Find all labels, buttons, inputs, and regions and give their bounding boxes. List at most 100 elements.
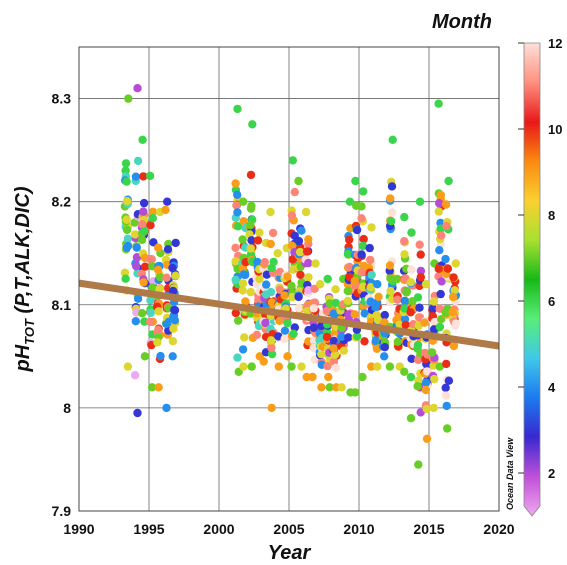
ocean-data-view-watermark: Ocean Data View [505, 437, 515, 510]
data-point [154, 307, 163, 316]
data-point [441, 200, 451, 209]
data-point [153, 265, 163, 274]
data-point [436, 190, 446, 200]
data-point [329, 336, 339, 346]
data-point [133, 84, 142, 93]
data-point [402, 288, 411, 297]
data-point [400, 250, 409, 259]
x-tick-label: 1990 [63, 521, 94, 537]
data-point [437, 277, 446, 286]
data-point [386, 286, 395, 296]
data-point [422, 434, 432, 443]
data-point [337, 383, 346, 392]
y-axis-title-rest: (P,T,ALK,DIC) [12, 186, 34, 319]
data-point [357, 250, 366, 259]
y-axis-title-main: pH [12, 344, 34, 372]
x-tick-label: 2005 [273, 521, 304, 537]
data-point [413, 340, 423, 350]
data-point [148, 214, 157, 223]
data-point [267, 403, 276, 413]
data-point [280, 291, 289, 300]
y-tick-label: 8 [63, 400, 71, 416]
data-point [154, 383, 163, 392]
data-point [331, 363, 340, 372]
data-point [252, 330, 262, 339]
data-point [301, 207, 311, 217]
colorbar-tick-labels: 2 4 6 8 10 12 [518, 36, 562, 481]
data-point [401, 320, 410, 329]
data-point [386, 194, 395, 203]
data-point [246, 170, 256, 180]
data-point [267, 343, 276, 353]
data-point [266, 239, 275, 249]
data-point [287, 241, 297, 250]
data-point [441, 391, 451, 400]
data-point [359, 234, 368, 244]
data-point [146, 254, 155, 264]
data-point [233, 190, 242, 199]
data-point [435, 362, 444, 371]
data-point [345, 235, 354, 244]
data-point [415, 240, 424, 249]
y-tick-label: 8.3 [52, 91, 72, 107]
data-point [420, 318, 429, 327]
data-point [434, 264, 443, 273]
data-point [358, 241, 368, 251]
data-point [297, 362, 306, 371]
data-point [311, 259, 320, 268]
data-point [161, 205, 170, 215]
data-point [413, 293, 423, 302]
data-point [448, 292, 458, 302]
data-point [133, 156, 143, 166]
data-point [343, 296, 353, 306]
data-point [273, 249, 282, 258]
data-point [289, 329, 298, 338]
data-point [345, 197, 355, 206]
data-point [148, 207, 158, 216]
data-point [304, 235, 313, 244]
data-point [359, 187, 368, 196]
data-point [324, 372, 333, 382]
data-point [304, 273, 313, 282]
colorbar: Month 2 4 6 8 10 12 [432, 11, 562, 517]
data-point [393, 274, 402, 284]
data-point [139, 172, 148, 181]
data-point [317, 383, 326, 392]
colorbar-tick-label: 10 [548, 122, 562, 137]
data-point [268, 228, 278, 238]
colorbar-tick-label: 4 [548, 380, 556, 395]
data-point [274, 332, 283, 341]
data-point [367, 362, 376, 371]
data-point [123, 241, 133, 251]
data-point [266, 336, 276, 345]
data-point [413, 382, 422, 391]
data-point [401, 297, 410, 306]
data-point [122, 177, 131, 186]
data-point [416, 250, 425, 259]
data-point [283, 318, 292, 328]
data-point [240, 333, 249, 342]
y-tick-label: 8.1 [52, 297, 72, 313]
data-point [170, 316, 180, 325]
data-point [170, 305, 179, 314]
data-point [294, 303, 304, 313]
data-point [246, 221, 255, 230]
data-point [416, 272, 425, 282]
data-point [415, 197, 425, 206]
data-point [139, 207, 148, 216]
data-point [441, 308, 450, 317]
data-point [138, 135, 147, 144]
data-point [146, 308, 155, 317]
data-point [241, 297, 250, 306]
data-point [138, 220, 147, 229]
data-point [238, 286, 247, 295]
data-point [123, 196, 132, 206]
data-point [442, 401, 451, 411]
data-point [138, 309, 147, 318]
data-point [441, 254, 450, 264]
data-point [253, 236, 263, 245]
data-point [145, 171, 155, 181]
data-point [357, 202, 366, 211]
data-point [308, 372, 317, 382]
data-point [262, 270, 271, 279]
